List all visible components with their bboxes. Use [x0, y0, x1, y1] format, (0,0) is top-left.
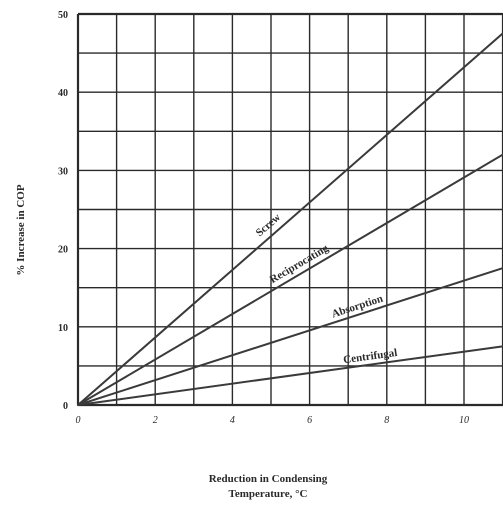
x-tick-label: 10 — [459, 415, 469, 426]
x-tick-label: 2 — [153, 415, 158, 426]
series-label-centrifugal: Centrifugal — [343, 347, 399, 366]
series-line-reciprocating — [77, 153, 503, 406]
x-tick-label: 8 — [384, 415, 389, 426]
series-line-screw — [77, 32, 503, 406]
y-tick-label: 0 — [63, 401, 68, 412]
series-line-absorption — [77, 267, 503, 406]
x-axis-title: Reduction in Condensing Temperature, °C — [168, 472, 368, 502]
x-tick-label: 0 — [76, 415, 81, 426]
y-tick-label: 50 — [58, 10, 68, 21]
series-line-centrifugal — [77, 345, 503, 406]
x-tick-label: 4 — [230, 415, 235, 426]
x-axis-title-line-2: Temperature, °C — [228, 488, 308, 500]
y-axis-title: % Increase in COP — [15, 184, 27, 275]
y-tick-label: 20 — [58, 245, 68, 256]
x-axis-title-line-1: Reduction in Condensing — [208, 473, 328, 485]
y-tick-label: 40 — [58, 88, 68, 99]
y-tick-label: 30 — [58, 166, 68, 177]
series-label-absorption: Absorption — [330, 293, 384, 321]
series-lines — [77, 32, 503, 406]
grid — [76, 12, 503, 407]
tick-labels: 0 10 20 30 40 50 0 2 4 6 8 10 — [58, 10, 469, 426]
x-tick-label: 6 — [307, 415, 312, 426]
series-label-screw: Screw — [254, 211, 283, 239]
y-tick-label: 10 — [58, 323, 68, 334]
